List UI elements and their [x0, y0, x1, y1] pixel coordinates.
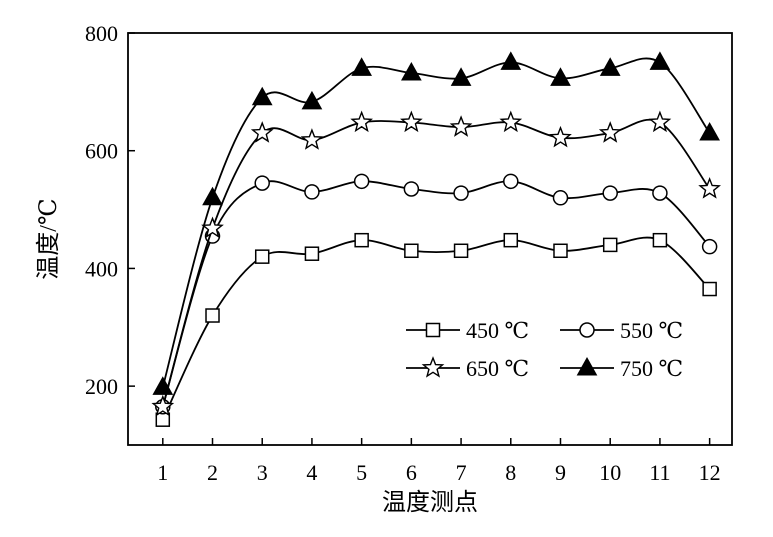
legend-item: 450 ℃ [406, 318, 529, 343]
data-point-circle [503, 173, 519, 190]
data-point-triangle [599, 57, 621, 76]
data-point-triangle [699, 122, 720, 141]
data-point-square [503, 232, 519, 248]
plot-frame [127, 32, 733, 446]
data-point-square [404, 243, 419, 259]
data-point-star [499, 110, 523, 133]
data-point-star [151, 394, 175, 417]
x-tick-label: 3 [257, 460, 268, 485]
data-point-star [400, 110, 423, 133]
data-point-square [304, 246, 320, 261]
data-point-triangle [152, 376, 174, 395]
legend-item: 650 ℃ [406, 356, 529, 381]
x-tick-label: 1 [157, 460, 168, 485]
x-tick-label: 10 [599, 460, 621, 485]
series-layer [151, 51, 721, 427]
x-tick-label: 9 [555, 460, 566, 485]
data-point-square [453, 243, 469, 259]
data-point-circle [453, 185, 469, 201]
x-tick-label: 12 [699, 460, 721, 485]
data-point-triangle [202, 186, 223, 206]
data-point-circle [701, 238, 718, 255]
data-point-triangle [450, 67, 472, 86]
x-axis-label: 温度测点 [382, 489, 478, 516]
data-point-circle [353, 173, 370, 190]
data-point-circle [254, 175, 270, 191]
y-tick-label: 200 [85, 374, 118, 399]
x-tick-label: 5 [356, 460, 367, 485]
series-0 [155, 232, 717, 427]
x-tick-label: 11 [649, 460, 670, 485]
data-point-square [205, 308, 220, 323]
legend: 450 ℃ 550 ℃ 650 ℃ 750 ℃ [406, 318, 683, 381]
y-tick-label: 600 [85, 139, 118, 164]
data-point-square [702, 281, 717, 297]
data-point-circle [304, 184, 320, 200]
data-point-star [549, 125, 572, 148]
data-point-star [598, 121, 622, 143]
data-point-triangle [301, 90, 323, 110]
y-axis-label: 温度/℃ [35, 198, 62, 280]
data-point-star [648, 110, 672, 133]
data-point-star [449, 115, 473, 137]
data-point-star [250, 121, 274, 143]
data-point-circle [552, 190, 569, 206]
data-point-triangle [500, 51, 522, 70]
legend-label: 550 ℃ [620, 318, 683, 343]
data-point-square [553, 243, 568, 259]
legend-label: 450 ℃ [466, 318, 529, 343]
data-point-square [425, 322, 441, 338]
x-tick-label: 7 [456, 460, 467, 485]
data-point-square [155, 412, 171, 427]
data-point-star [300, 128, 324, 150]
data-point-triangle [550, 67, 571, 86]
data-point-circle [602, 185, 618, 201]
y-tick-label: 400 [85, 256, 118, 281]
legend-item: 750 ℃ [560, 356, 683, 381]
data-point-circle [579, 322, 595, 338]
x-tick-label: 2 [207, 460, 218, 485]
data-point-circle [652, 185, 668, 201]
data-point-square [254, 249, 270, 264]
data-point-star [201, 216, 224, 239]
data-point-triangle [351, 57, 372, 76]
data-point-triangle [649, 51, 671, 70]
data-point-star [350, 110, 374, 133]
data-point-star [698, 177, 721, 199]
data-point-triangle [401, 61, 422, 81]
data-point-triangle [251, 86, 273, 106]
x-tick-label: 6 [406, 460, 417, 485]
legend-item: 550 ℃ [560, 318, 683, 343]
data-point-star [421, 356, 445, 378]
legend-label: 750 ℃ [620, 356, 683, 381]
legend-label: 650 ℃ [466, 356, 529, 381]
x-tick-label: 4 [306, 460, 317, 485]
series-3 [152, 51, 720, 395]
x-tick-label: 8 [505, 460, 516, 485]
series-2 [151, 110, 721, 417]
data-point-square [354, 232, 369, 248]
data-point-circle [403, 181, 420, 197]
data-point-triangle [576, 356, 598, 376]
y-tick-label: 800 [85, 21, 118, 46]
data-point-square [602, 237, 618, 253]
data-point-square [652, 232, 668, 248]
